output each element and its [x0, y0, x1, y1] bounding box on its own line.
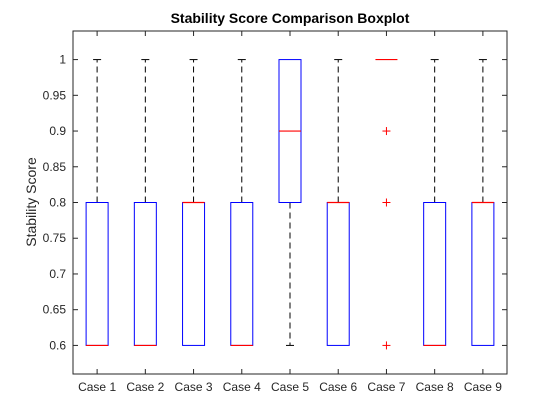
- x-tick-label: Case 5: [271, 380, 309, 394]
- box: [85, 202, 109, 346]
- x-tick-label: Case 6: [319, 380, 357, 394]
- box: [230, 202, 254, 346]
- y-tick-label: 0.7: [49, 267, 66, 281]
- outlier-marker: [382, 127, 391, 136]
- box: [133, 202, 157, 346]
- x-tick-label: Case 7: [367, 380, 405, 394]
- plot-area: 0.6 0.65 0.7 0.75 0.8 0.85 0.9 0.95 1 Case 1 Case …: [43, 30, 508, 394]
- x-tick-label: Case 1: [78, 380, 116, 394]
- x-tick-label: Case 2: [126, 380, 164, 394]
- outlier-marker: [382, 341, 391, 350]
- y-tick-label: 0.85: [43, 160, 67, 174]
- chart-title: Stability Score Comparison Boxplot: [171, 10, 410, 26]
- x-tick-label: Case 9: [464, 380, 502, 394]
- y-tick-label: 0.6: [49, 338, 66, 352]
- y-tick-label: 0.65: [43, 303, 67, 317]
- box: [182, 202, 206, 346]
- box: [326, 202, 350, 346]
- box: [423, 202, 447, 346]
- y-tick-label: 0.75: [43, 231, 67, 245]
- y-tick-label: 0.95: [43, 88, 67, 102]
- y-axis-label: Stability Score: [23, 157, 39, 247]
- y-tick-label: 1: [59, 53, 66, 67]
- x-tick-label: Case 4: [223, 380, 261, 394]
- y-tick-label: 0.8: [49, 196, 66, 210]
- y-tick-label: 0.9: [49, 124, 66, 138]
- box: [471, 202, 495, 346]
- x-tick-label: Case 8: [416, 380, 454, 394]
- x-tick-label: Case 3: [175, 380, 213, 394]
- outlier-marker: [382, 198, 391, 207]
